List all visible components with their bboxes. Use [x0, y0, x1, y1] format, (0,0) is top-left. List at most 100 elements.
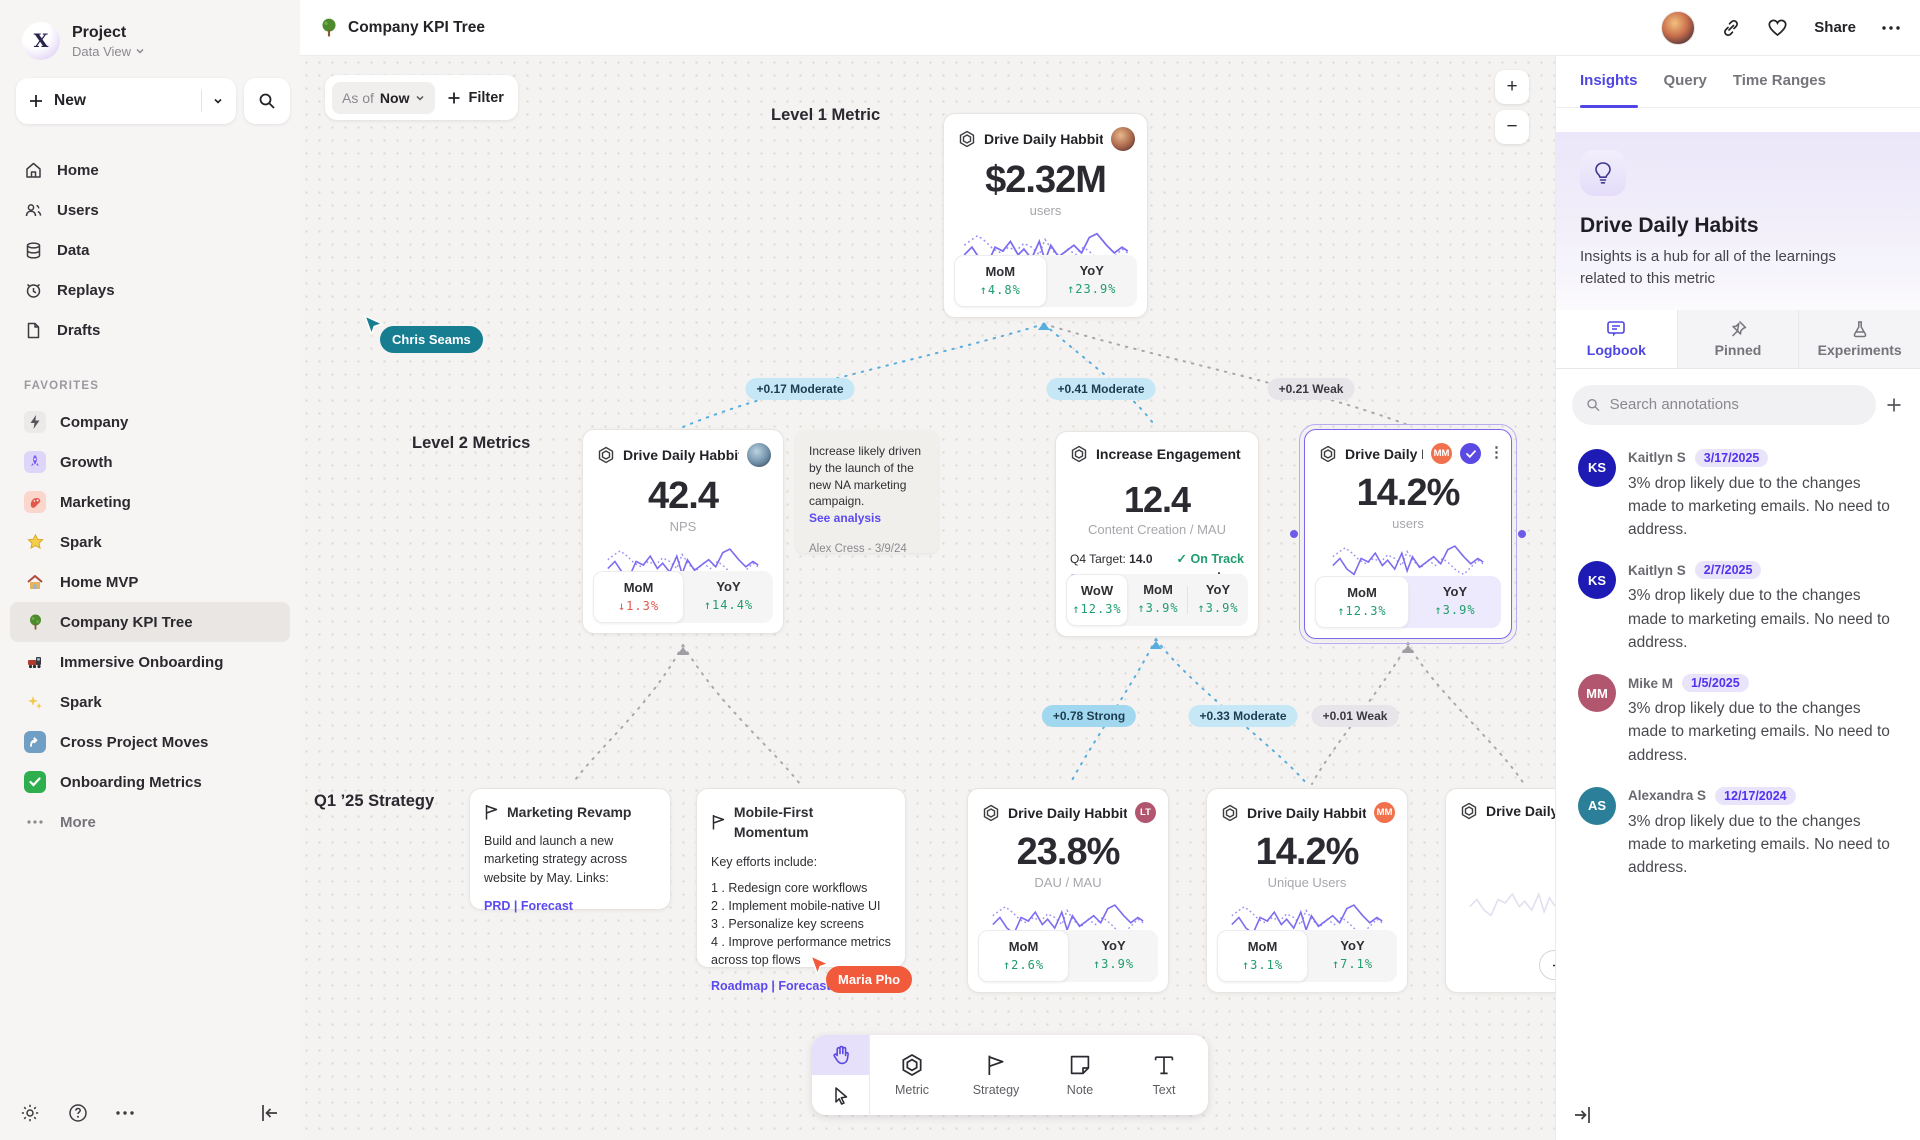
metric-unit: users — [1029, 203, 1062, 218]
search-button[interactable] — [244, 78, 290, 124]
annotation-item[interactable]: AS Alexandra S 12/17/2024 3% drop likely… — [1556, 769, 1920, 882]
connector-handle[interactable] — [1290, 530, 1298, 538]
asof-control[interactable]: As of Now Filter — [325, 75, 518, 120]
subtab-pinned[interactable]: Pinned — [1677, 309, 1800, 368]
new-button[interactable]: New — [16, 78, 236, 124]
collaborator-cursor-maria: Maria Pho — [808, 954, 913, 993]
logbook-chat-icon — [1607, 320, 1626, 336]
overflow-menu-icon[interactable] — [1882, 25, 1900, 30]
stat-yoy[interactable]: YoY ↑7.1% — [1331, 938, 1374, 971]
sidebar-item-marketing[interactable]: Marketing — [10, 482, 290, 522]
sidebar-item-company-kpi-tree[interactable]: Company KPI Tree — [10, 602, 290, 642]
home-icon — [26, 162, 41, 178]
metric-card-unique-users[interactable]: Drive Daily Habbits MM 14.2% Unique User… — [1206, 788, 1408, 993]
stat-mom[interactable]: MoM ↓1.3% — [593, 571, 684, 623]
subtab-experiments[interactable]: Experiments — [1799, 309, 1920, 368]
annotation-search[interactable] — [1572, 384, 1876, 425]
metric-hexagon-icon — [1320, 445, 1336, 462]
sidebar-item-drafts[interactable]: Drafts — [10, 310, 290, 350]
replay-clock-icon — [26, 283, 41, 298]
sidebar-item-replays[interactable]: Replays — [10, 270, 290, 310]
user-avatar[interactable] — [1661, 10, 1696, 45]
subtab-logbook[interactable]: Logbook — [1556, 309, 1678, 368]
metric-card-engagement[interactable]: Increase Engagement 12.4 Content Creatio… — [1055, 431, 1259, 637]
collapse-panel-icon[interactable] — [1572, 1106, 1592, 1124]
sidebar-item-immersive-onboarding[interactable]: Immersive Onboarding — [10, 642, 290, 682]
stat-mom[interactable]: MoM ↑4.8% — [954, 255, 1047, 307]
sidebar-item-home-mvp[interactable]: Home MVP — [10, 562, 290, 602]
strategy-card-marketing-revamp[interactable]: Marketing Revamp Build and launch a new … — [469, 788, 671, 913]
tree-icon — [24, 611, 46, 633]
tab-time-ranges[interactable]: Time Ranges — [1732, 72, 1826, 89]
zoom-in-button[interactable]: + — [1495, 70, 1529, 104]
sidebar-item-cross-project-moves[interactable]: Cross Project Moves — [10, 722, 290, 762]
settings-gear-icon[interactable] — [20, 1103, 40, 1123]
filter-button[interactable]: Filter — [447, 90, 504, 106]
metric-hexagon-icon — [959, 130, 975, 148]
metric-card-nps[interactable]: Drive Daily Habbits 42.4 NPS MoM ↓1.3% — [582, 429, 784, 634]
metric-card-partial[interactable]: Drive Daily Hab Connect — [1445, 788, 1555, 993]
more-options-icon[interactable] — [116, 1111, 134, 1115]
add-annotation-icon[interactable] — [1886, 397, 1902, 413]
stat-yoy[interactable]: YoY ↑23.9% — [1067, 263, 1117, 296]
copy-link-icon[interactable] — [1721, 18, 1741, 38]
see-analysis-link[interactable]: See analysis — [809, 511, 882, 526]
strategy-intro: Key efforts include: — [711, 854, 818, 869]
stat-yoy[interactable]: YoY ↑3.9% — [1197, 582, 1239, 615]
project-switcher[interactable]: X Project Data View — [0, 0, 300, 60]
strategy-links[interactable]: Roadmap | Forecast — [711, 979, 831, 994]
hand-tool[interactable] — [812, 1035, 869, 1075]
stat-yoy[interactable]: YoY ↑3.9% — [1434, 584, 1476, 617]
sidebar-item-onboarding-metrics[interactable]: Onboarding Metrics — [10, 762, 290, 802]
card-menu-icon[interactable]: ⋮ — [1489, 444, 1504, 462]
favorite-heart-icon[interactable] — [1767, 18, 1788, 37]
stat-mom[interactable]: MoM ↑2.6% — [978, 930, 1069, 982]
annotation-author: Kaitlyn S — [1628, 450, 1686, 465]
sidebar-item-spark-2[interactable]: Spark — [10, 682, 290, 722]
sidebar-item-company[interactable]: Company — [10, 402, 290, 442]
sidebar-item-spark[interactable]: Spark — [10, 522, 290, 562]
annotation-search-input[interactable] — [1609, 396, 1862, 413]
connector-handle[interactable] — [1518, 530, 1526, 538]
page-title: Company KPI Tree — [348, 18, 485, 36]
cursor-pointer-icon — [809, 954, 830, 976]
sidebar-item-more[interactable]: More — [10, 802, 290, 842]
annotation-author: Mike M — [1628, 675, 1674, 691]
annotation-item[interactable]: KS Kaitlyn S 2/7/2025 3% drop likely due… — [1556, 543, 1920, 656]
zoom-out-button[interactable]: − — [1495, 110, 1529, 144]
stat-yoy[interactable]: YoY ↑3.9% — [1092, 938, 1135, 971]
sidebar-item-label: Onboarding Metrics — [60, 773, 202, 791]
chevron-down-icon[interactable] — [212, 95, 224, 107]
stat-mom[interactable]: MoM ↑3.9% — [1128, 574, 1188, 626]
annotation-note[interactable]: Increase likely driven by the launch of … — [796, 431, 938, 555]
metric-tool[interactable]: Metric — [870, 1035, 954, 1115]
stat-wow[interactable]: WoW ↑12.3% — [1066, 574, 1128, 626]
note-tool[interactable]: Note — [1038, 1035, 1122, 1115]
collapse-sidebar-icon[interactable] — [260, 1104, 280, 1122]
stat-yoy[interactable]: YoY ↑14.4% — [703, 579, 754, 612]
metric-card-selected[interactable]: Drive Daily Habb.. MM ⋮ 14.2% users MoM — [1299, 424, 1517, 644]
kpi-tree-canvas[interactable]: As of Now Filter + − Level 1 Metric Leve… — [300, 56, 1555, 1140]
share-button[interactable]: Share — [1814, 19, 1856, 36]
metric-card-dau[interactable]: Drive Daily Habbits LT 23.8% DAU / MAU M… — [967, 788, 1169, 993]
asof-dropdown[interactable]: As of Now — [332, 81, 436, 114]
strategy-card-mobile-first[interactable]: Mobile-First Momentum Key efforts includ… — [696, 788, 906, 993]
stat-mom[interactable]: MoM ↑12.3% — [1315, 576, 1409, 628]
tab-query[interactable]: Query — [1663, 72, 1707, 89]
annotation-item[interactable]: KS Kaitlyn S 3/17/2025 3% drop likely du… — [1556, 431, 1920, 544]
sidebar-item-users[interactable]: Users — [10, 190, 290, 230]
strategy-links[interactable]: PRD | Forecast — [484, 898, 573, 913]
metric-card-level1[interactable]: Drive Daily Habbits $2.32M users MoM ↑4.… — [943, 113, 1148, 318]
select-tool[interactable] — [812, 1075, 869, 1115]
sidebar-item-home[interactable]: Home — [10, 150, 290, 190]
help-icon[interactable] — [68, 1103, 88, 1123]
sidebar-item-label: Marketing — [60, 493, 131, 511]
stat-mom[interactable]: MoM ↑3.1% — [1217, 930, 1308, 982]
tab-insights[interactable]: Insights — [1580, 72, 1638, 108]
strategy-tool[interactable]: Strategy — [954, 1035, 1038, 1115]
connect-button[interactable]: Connect — [1539, 950, 1555, 980]
annotation-item[interactable]: MM Mike M 1/5/2025 3% drop likely due to… — [1556, 656, 1920, 769]
text-tool[interactable]: Text — [1122, 1035, 1206, 1115]
sidebar-item-data[interactable]: Data — [10, 230, 290, 270]
sidebar-item-growth[interactable]: Growth — [10, 442, 290, 482]
